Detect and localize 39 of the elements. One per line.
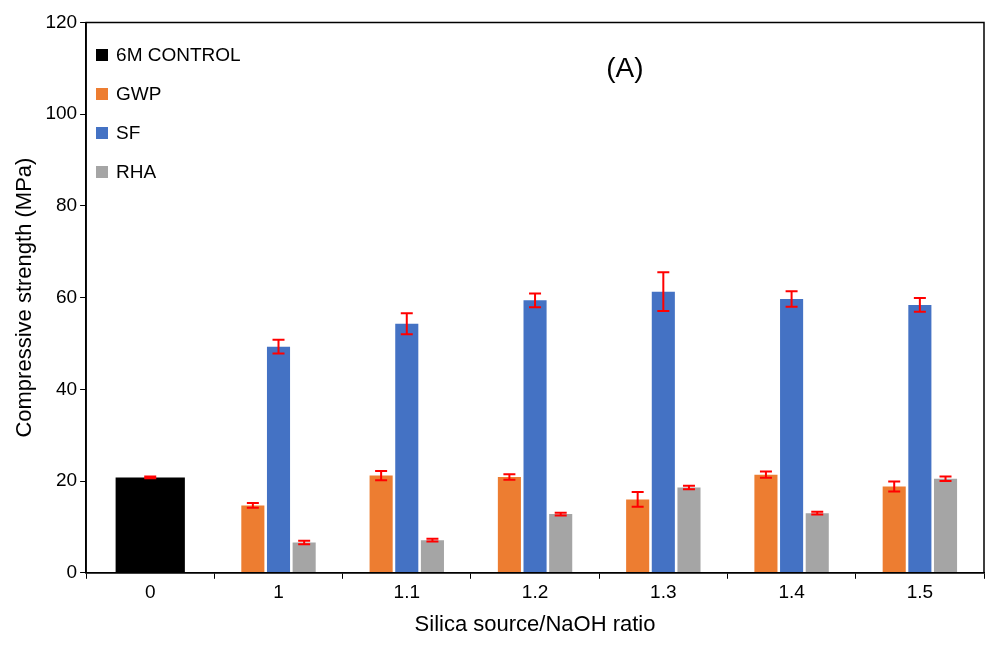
bar bbox=[882, 486, 906, 573]
bar bbox=[933, 478, 958, 573]
annotation: (A) bbox=[606, 52, 644, 84]
legend-label: RHA bbox=[116, 161, 157, 184]
y-tick-label: 20 bbox=[55, 469, 78, 491]
bar bbox=[369, 475, 393, 573]
bar bbox=[420, 540, 444, 573]
bar bbox=[549, 514, 573, 573]
bar bbox=[626, 499, 650, 573]
y-tick-label: 80 bbox=[55, 194, 78, 216]
bar bbox=[780, 298, 804, 573]
x-tick-label: 1 bbox=[273, 581, 284, 603]
x-tick-label: 0 bbox=[144, 581, 156, 603]
bar bbox=[292, 542, 316, 573]
bar bbox=[754, 474, 778, 573]
x-tick-label: 1.4 bbox=[778, 581, 806, 603]
bar bbox=[805, 513, 829, 573]
bar bbox=[266, 346, 291, 573]
x-tick-label: 1.5 bbox=[906, 581, 934, 603]
bar bbox=[651, 291, 675, 573]
bar bbox=[395, 323, 419, 573]
y-tick-label: 0 bbox=[66, 561, 78, 583]
legend-label: GWP bbox=[116, 83, 162, 106]
x-tick-label: 1.3 bbox=[650, 581, 677, 603]
y-tick-label: 60 bbox=[55, 285, 78, 307]
x-tick-label: 1.2 bbox=[521, 581, 549, 603]
bar bbox=[908, 304, 932, 573]
bar bbox=[241, 505, 265, 573]
x-tick-label: 1.1 bbox=[393, 581, 420, 603]
x-axis-title: Silica source/NaOH ratio bbox=[414, 610, 656, 636]
y-tick-label: 120 bbox=[45, 10, 78, 32]
bar bbox=[677, 487, 701, 573]
legend-label: SF bbox=[116, 122, 141, 145]
bar bbox=[523, 300, 547, 573]
y-tick-label: 40 bbox=[55, 377, 78, 399]
legend-label: 6M CONTROL bbox=[116, 44, 241, 67]
y-axis-title: Compressive strength (MPa) bbox=[11, 157, 37, 438]
y-tick-label: 100 bbox=[45, 102, 78, 124]
bar bbox=[497, 476, 521, 573]
